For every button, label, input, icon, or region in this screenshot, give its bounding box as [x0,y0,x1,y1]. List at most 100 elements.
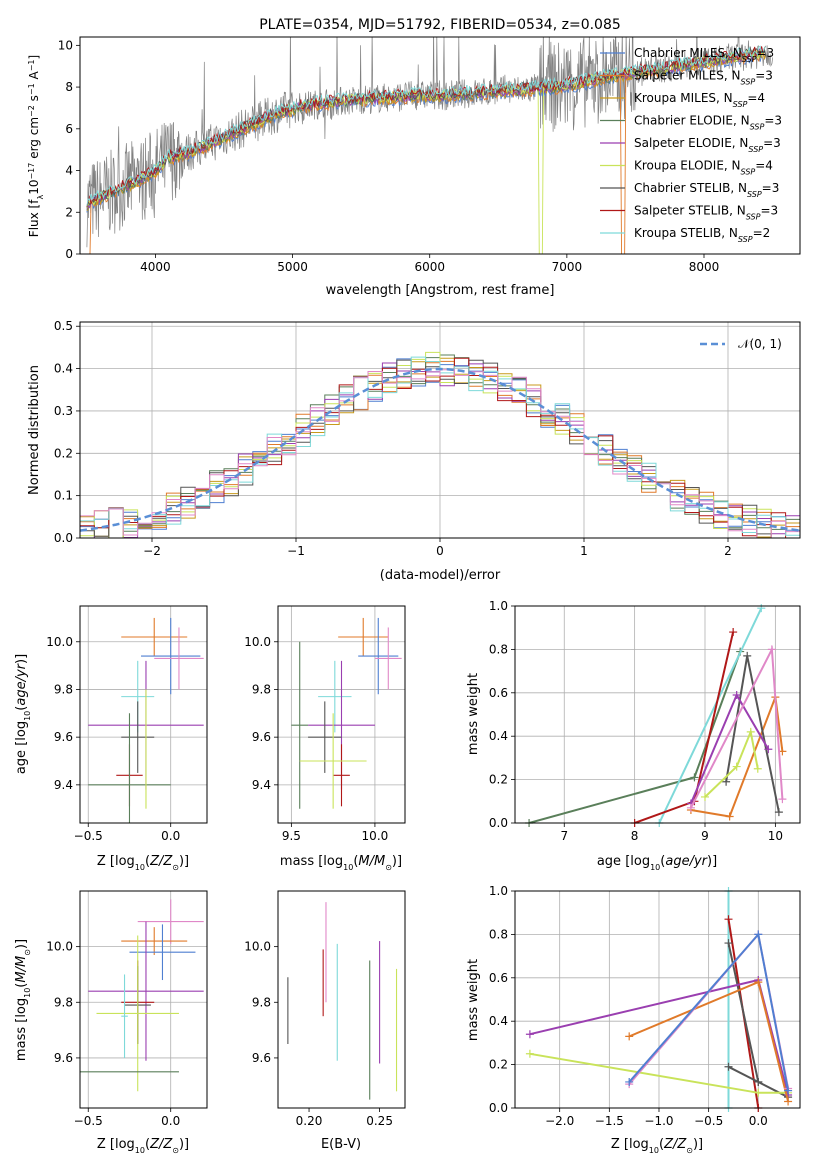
mass-weight-marker [729,628,738,637]
x-axis-label: (data-model)/error [380,568,501,583]
mass-weight-series [634,631,735,823]
mass-weight-marker [625,1032,634,1041]
x-tick-label: −1.0 [644,1114,673,1128]
chart-title: PLATE=0354, MJD=51792, FIBERID=0534, z=0… [259,17,621,33]
x-tick-label: 0.0 [161,829,180,843]
mass-weight-marker [625,1077,634,1086]
mass-weight-marker [525,1030,534,1039]
mass-weight-marker [774,808,783,817]
y-tick-label: 0.8 [489,927,508,941]
y-tick-label: 0.0 [489,1101,508,1115]
x-axis-label: mass [log10(M/M⊙)] [280,854,402,872]
x-axis-label: Z [log10(Z/Z⊙)] [97,1137,189,1155]
x-tick-label: −2.0 [545,1114,574,1128]
mass-weight-marker [724,915,733,924]
x-tick-label: 5000 [277,260,308,274]
x-tick-label: 1 [580,544,588,558]
legend-label: Kroupa ELODIE, NSSP=4 [634,159,773,177]
y-tick-label: 10.0 [46,635,73,649]
mass-weight-marker [754,1077,763,1086]
legend-label: Salpeter STELIB, NSSP=3 [634,204,778,222]
y-axis-label: Normed distribution [27,365,42,495]
x-tick-label: 2 [724,544,732,558]
x-axis-label: Z [log10(Z/Z⊙)] [97,854,189,872]
y-tick-label: 9.4 [252,778,271,792]
y-axis-label: mass weight [466,673,481,755]
legend-label: Chabrier MILES, NSSP=3 [634,46,774,64]
y-tick-label: 0.5 [54,319,73,333]
x-tick-label: −0.5 [74,1114,103,1128]
y-tick-label: 0.1 [54,489,73,503]
axes-frame [79,36,801,255]
axes-frame [79,321,801,539]
mass-weight-marker [764,745,773,754]
axes-frame [514,605,801,824]
mass-weight-marker [724,1062,733,1071]
y-tick-label: 0.6 [489,686,508,700]
mass-weight-marker [754,978,763,987]
x-tick-label: 0.0 [161,1114,180,1128]
mass-weight-series [658,607,763,823]
mass-weight-series [727,942,760,1083]
y-tick-label: 10.0 [244,635,271,649]
y-tick-label: 6 [65,122,73,136]
mass-weight-series [704,728,759,798]
mass-weight-marker [784,1086,793,1095]
y-tick-label: 1.0 [489,599,508,613]
mass-weight-marker [746,727,755,736]
y-tick-label: 9.8 [252,995,271,1009]
y-tick-label: 10.0 [244,940,271,954]
y-axis-label: mass [log10(M/M⊙)] [14,939,32,1061]
x-axis-label: age [log10(age/yr)] [597,854,717,872]
axes-frame [277,890,406,1109]
x-tick-label: −0.5 [74,829,103,843]
y-tick-label: 8 [65,80,73,94]
y-tick-label: 0.2 [489,773,508,787]
y-tick-label: 9.6 [54,730,73,744]
axes-frame [79,890,208,1109]
y-tick-label: 10.0 [46,940,73,954]
x-tick-label: 10.0 [362,829,389,843]
y-tick-label: 0.0 [489,816,508,830]
y-tick-label: 0.2 [489,1058,508,1072]
mass-weight-marker [743,651,752,660]
x-axis-label: wavelength [Angstrom, rest frame] [326,283,555,298]
y-tick-label: 0 [65,247,73,261]
mass-weight-marker [724,939,733,948]
mass-weight-marker [784,1097,793,1106]
axes-frame [514,890,801,1109]
y-tick-label: 0.6 [489,971,508,985]
y-tick-label: 0.4 [489,1014,508,1028]
x-tick-label: −1.5 [595,1114,624,1128]
mass-weight-marker [754,1088,763,1097]
y-tick-label: 10 [58,38,73,52]
y-tick-label: 9.8 [252,682,271,696]
x-tick-label: 7 [560,829,568,843]
axes-frame [79,605,208,824]
y-tick-label: 9.6 [252,1051,271,1065]
x-tick-label: 0.0 [749,1114,768,1128]
x-tick-label: 7000 [552,260,583,274]
y-tick-label: 0.4 [489,729,508,743]
legend-label: Salpeter ELODIE, NSSP=3 [634,136,781,154]
y-axis-label: mass weight [466,959,481,1041]
x-tick-label: 6000 [414,260,445,274]
legend-label: Kroupa MILES, NSSP=4 [634,91,765,109]
axes-frame [277,605,406,824]
y-tick-label: 0.8 [489,642,508,656]
histogram-series [80,369,800,538]
legend-label: Kroupa STELIB, NSSP=2 [634,226,770,244]
x-tick-label: 0.20 [296,1114,323,1128]
y-tick-label: 4 [65,164,73,178]
x-tick-label: 10 [768,829,783,843]
y-tick-label: 0.4 [54,362,73,376]
mass-weight-marker [525,1049,534,1058]
x-tick-label: −1 [287,544,305,558]
mass-weight-marker [701,792,709,801]
y-tick-label: 0.0 [54,531,73,545]
y-tick-label: 2 [65,205,73,219]
mass-weight-marker [753,764,762,773]
x-tick-label: −0.5 [694,1114,723,1128]
x-tick-label: 8 [631,829,639,843]
